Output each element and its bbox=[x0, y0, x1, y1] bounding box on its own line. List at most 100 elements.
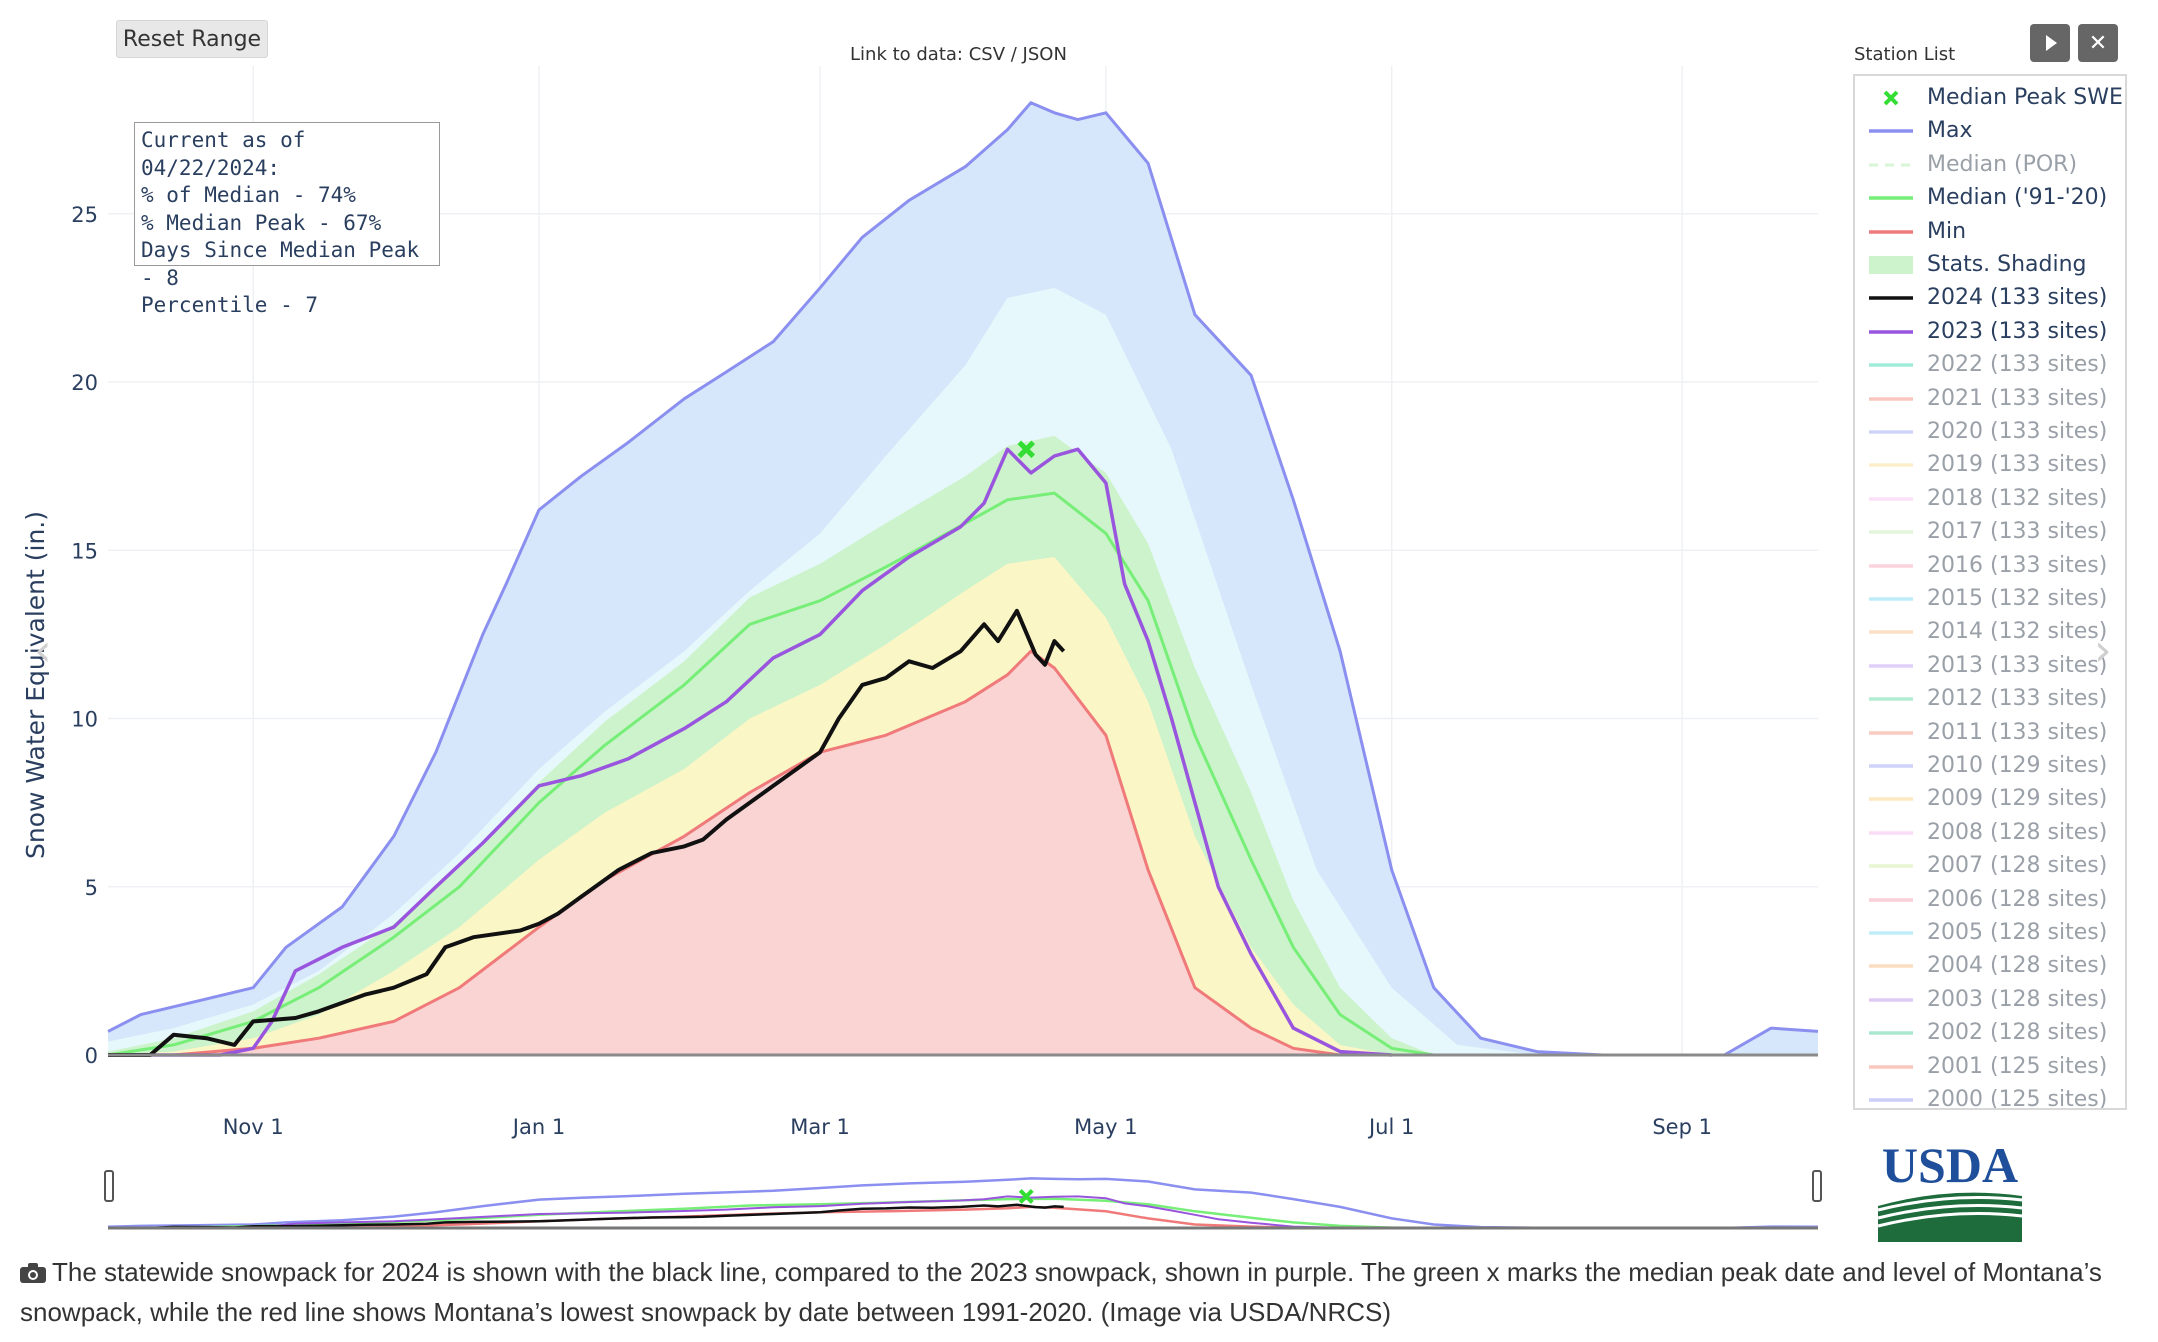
image-caption: The statewide snowpack for 2024 is shown… bbox=[20, 1252, 2140, 1332]
legend-item[interactable]: 2018 (132 sites) bbox=[1855, 483, 2125, 516]
legend-label: 2021 (133 sites) bbox=[1927, 385, 2108, 411]
legend-swatch bbox=[1869, 797, 1913, 802]
usda-logo: USDA bbox=[1877, 1138, 2023, 1242]
legend-swatch bbox=[1869, 463, 1913, 468]
legend-label: 2004 (128 sites) bbox=[1927, 953, 2108, 979]
legend-swatch bbox=[1869, 1031, 1913, 1035]
legend-item[interactable]: Stats. Shading bbox=[1855, 249, 2125, 282]
range-series-line bbox=[108, 1203, 1064, 1230]
legend-item[interactable]: Median Peak SWE bbox=[1855, 82, 2125, 115]
legend-label: 2018 (132 sites) bbox=[1927, 485, 2108, 511]
legend-label: 2012 (133 sites) bbox=[1927, 686, 2108, 712]
legend-label: 2020 (133 sites) bbox=[1927, 419, 2108, 444]
legend-item[interactable]: 2021 (133 sites) bbox=[1855, 383, 2125, 416]
legend-label: 2024 (133 sites) bbox=[1927, 285, 2108, 311]
range-series-line bbox=[108, 1195, 1392, 1229]
legend-swatch bbox=[1869, 296, 1913, 301]
legend-swatch bbox=[1883, 90, 1899, 106]
legend-item[interactable]: 2016 (133 sites) bbox=[1855, 550, 2125, 583]
x-tick-label: Jan 1 bbox=[511, 1115, 565, 1139]
close-button[interactable]: ✕ bbox=[2078, 24, 2118, 62]
legend-swatch bbox=[1869, 764, 1913, 768]
legend-item[interactable]: 2012 (133 sites) bbox=[1855, 683, 2125, 716]
line-2024 bbox=[108, 608, 1066, 1057]
x-tick-label: Nov 1 bbox=[223, 1115, 284, 1139]
max-line bbox=[107, 101, 1819, 1057]
legend-item[interactable]: 2008 (128 sites) bbox=[1855, 817, 2125, 850]
legend-item[interactable]: 2004 (128 sites) bbox=[1855, 950, 2125, 983]
legend-swatch bbox=[1869, 1064, 1913, 1069]
legend-swatch bbox=[1869, 1098, 1913, 1102]
legend-swatch bbox=[1869, 497, 1913, 501]
legend-item[interactable]: 2010 (129 sites) bbox=[1855, 750, 2125, 783]
legend-label: 2008 (128 sites) bbox=[1927, 819, 2108, 845]
caption-text: The statewide snowpack for 2024 is shown… bbox=[20, 1257, 2102, 1327]
play-button[interactable] bbox=[2030, 24, 2070, 62]
legend-item[interactable]: 2014 (132 sites) bbox=[1855, 616, 2125, 649]
legend-item[interactable]: 2017 (133 sites) bbox=[1855, 516, 2125, 549]
legend-item[interactable]: 2001 (125 sites) bbox=[1855, 1051, 2125, 1084]
next-arrow-icon[interactable]: › bbox=[2094, 625, 2112, 676]
line-2023 bbox=[108, 447, 1392, 1057]
legend-swatch bbox=[1869, 964, 1913, 969]
legend-item[interactable]: 2003 (128 sites) bbox=[1855, 984, 2125, 1017]
reset-range-button[interactable]: Reset Range bbox=[116, 20, 268, 58]
usda-logo-text: USDA bbox=[1882, 1138, 2018, 1193]
json-link[interactable]: JSON bbox=[1022, 44, 1067, 65]
min-line bbox=[108, 649, 1818, 1057]
legend-item[interactable]: 2013 (133 sites) bbox=[1855, 650, 2125, 683]
legend-item[interactable]: Median ('91-'20) bbox=[1855, 182, 2125, 215]
legend-swatch bbox=[1869, 897, 1913, 902]
x-tick-label: May 1 bbox=[1074, 1115, 1137, 1139]
range-peak-marker bbox=[1018, 1189, 1034, 1204]
legend-label: 2001 (125 sites) bbox=[1927, 1053, 2108, 1079]
legend-swatch bbox=[1869, 563, 1913, 568]
legend-item[interactable]: 2019 (133 sites) bbox=[1855, 449, 2125, 482]
legend-label: 2011 (133 sites) bbox=[1927, 719, 2108, 745]
legend-label: 2016 (133 sites) bbox=[1927, 552, 2108, 578]
legend-item[interactable]: 2022 (133 sites) bbox=[1855, 349, 2125, 382]
range-handle-right[interactable] bbox=[1812, 1170, 1822, 1202]
legend-swatch bbox=[1869, 931, 1913, 935]
info-line-date: Current as of 04/22/2024: bbox=[141, 128, 306, 180]
legend-item[interactable]: 2007 (128 sites) bbox=[1855, 850, 2125, 883]
legend-item[interactable]: 2024 (133 sites) bbox=[1855, 282, 2125, 315]
prev-arrow-icon[interactable]: ‹ bbox=[34, 625, 52, 676]
legend-item[interactable]: 2020 (133 sites) bbox=[1855, 416, 2125, 449]
legend-item[interactable]: Max bbox=[1855, 115, 2125, 148]
range-slider[interactable] bbox=[104, 1170, 1822, 1230]
range-series-line bbox=[107, 1177, 1819, 1230]
legend-swatch bbox=[1869, 163, 1913, 167]
legend-item[interactable]: 2000 (125 sites) bbox=[1855, 1084, 2125, 1108]
legend-item[interactable]: 2009 (129 sites) bbox=[1855, 783, 2125, 816]
series-lines bbox=[107, 101, 1819, 1057]
x-tick-label: Jul 1 bbox=[1367, 1115, 1414, 1139]
legend-label: Median (POR) bbox=[1927, 151, 2078, 177]
legend-swatch bbox=[1869, 998, 1913, 1002]
legend-swatch bbox=[1869, 630, 1913, 635]
legend-label: Stats. Shading bbox=[1927, 252, 2087, 277]
legend-swatch bbox=[1869, 864, 1913, 868]
csv-link[interactable]: CSV bbox=[968, 44, 1006, 65]
legend-label: 2019 (133 sites) bbox=[1927, 452, 2108, 478]
legend-swatch bbox=[1869, 256, 1913, 274]
legend-label: 2009 (129 sites) bbox=[1927, 786, 2108, 812]
legend-label: 2022 (133 sites) bbox=[1927, 352, 2108, 378]
legend-swatch bbox=[1869, 697, 1913, 701]
legend-item[interactable]: 2005 (128 sites) bbox=[1855, 917, 2125, 950]
legend-label: 2017 (133 sites) bbox=[1927, 519, 2108, 545]
legend-label: 2003 (128 sites) bbox=[1927, 986, 2108, 1012]
legend-item[interactable]: 2002 (128 sites) bbox=[1855, 1017, 2125, 1050]
legend-item[interactable]: Min bbox=[1855, 216, 2125, 249]
play-icon bbox=[2046, 35, 2057, 51]
range-handle-left[interactable] bbox=[104, 1170, 114, 1202]
legend-item[interactable]: 2006 (128 sites) bbox=[1855, 884, 2125, 917]
y-tick-label: 10 bbox=[71, 708, 98, 732]
legend-item[interactable]: 2023 (133 sites) bbox=[1855, 316, 2125, 349]
legend: Median Peak SWE Max Median (POR) Median ('9… bbox=[1853, 74, 2127, 1110]
median-line bbox=[107, 491, 1818, 1057]
legend-item[interactable]: Median (POR) bbox=[1855, 149, 2125, 182]
legend-item[interactable]: 2015 (132 sites) bbox=[1855, 583, 2125, 616]
legend-label: 2002 (128 sites) bbox=[1927, 1020, 2108, 1046]
legend-item[interactable]: 2011 (133 sites) bbox=[1855, 717, 2125, 750]
